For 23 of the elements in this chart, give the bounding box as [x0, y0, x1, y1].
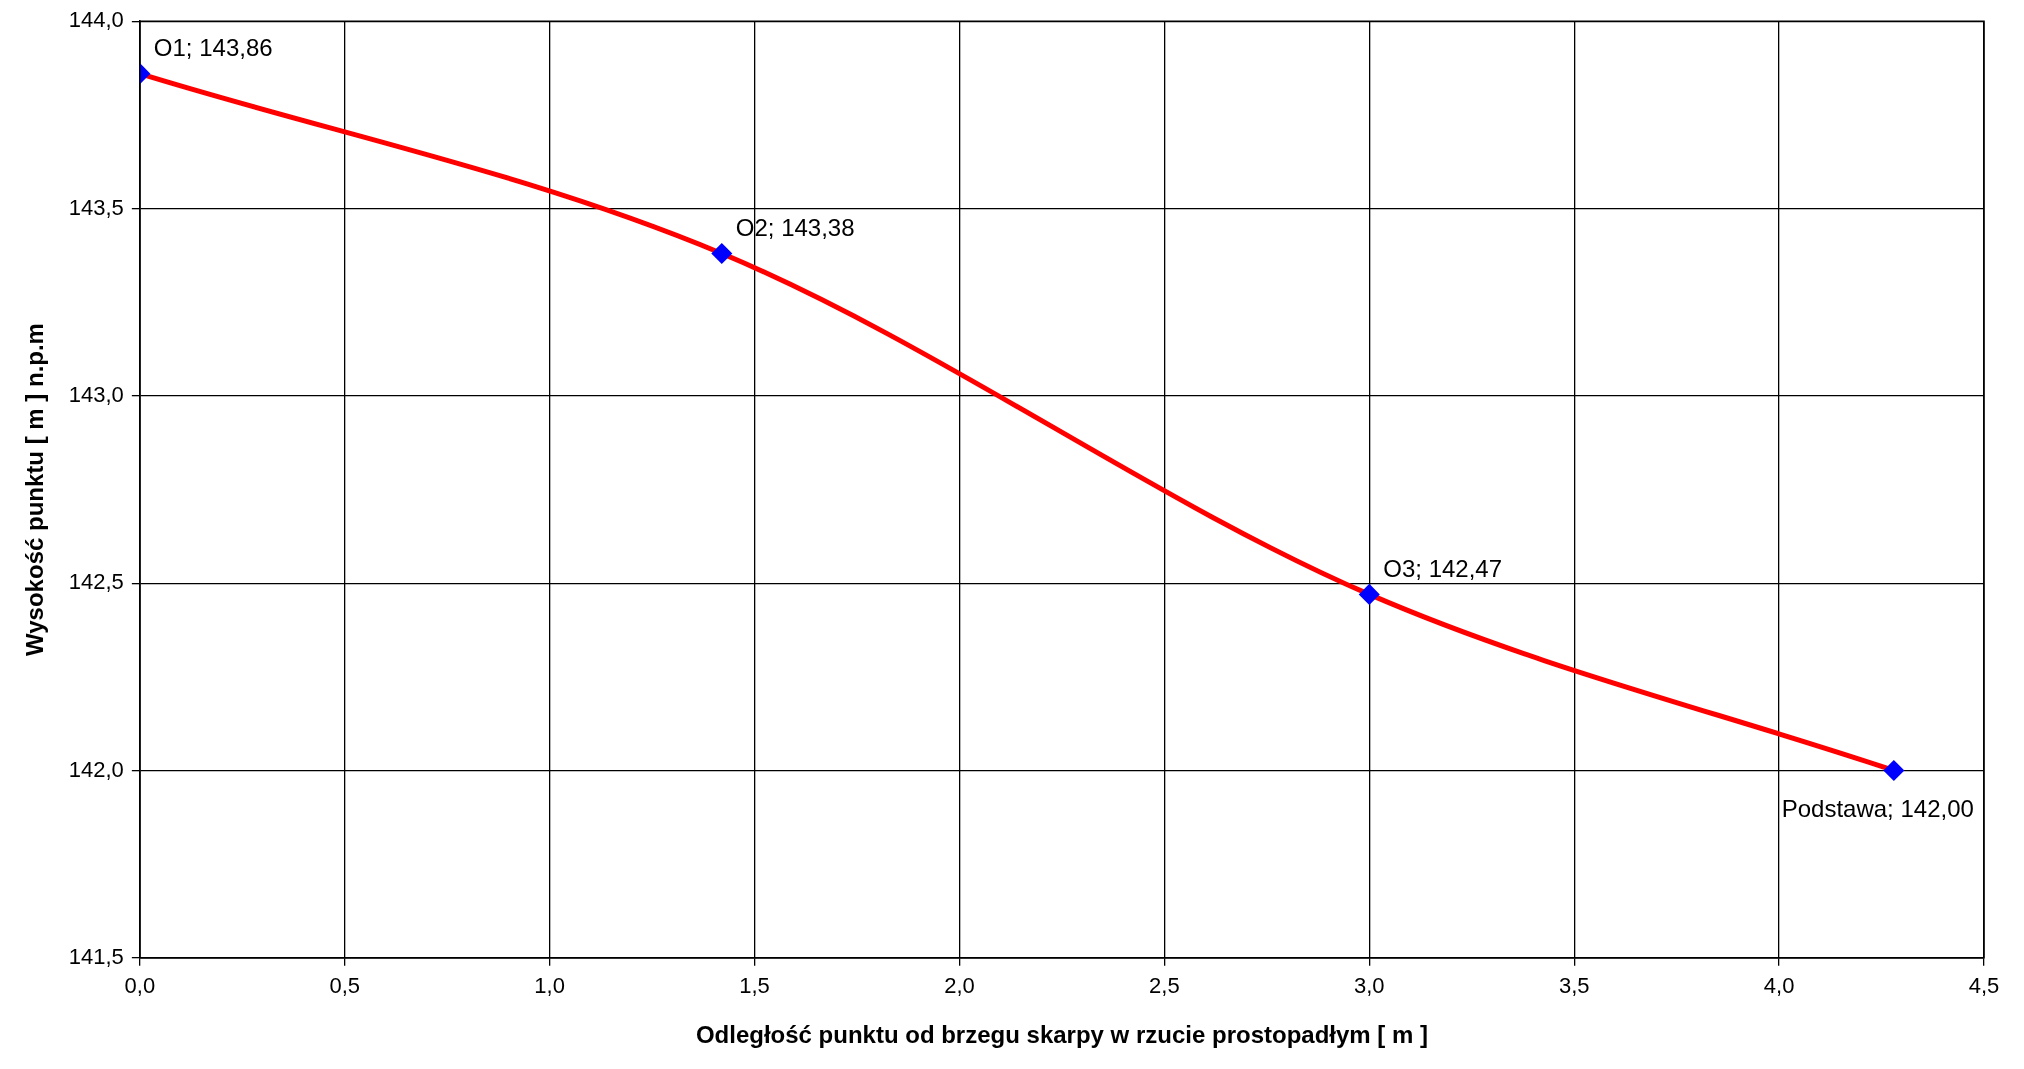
y-tick-label: 142,5 — [68, 569, 124, 595]
x-tick-label: 3,0 — [1353, 973, 1385, 999]
y-tick-label: 143,0 — [68, 381, 124, 407]
x-axis-title: Odległość punktu od brzegu skarpy w rzucie prostopadłym [ m ] — [695, 1021, 1428, 1049]
annotation: O1; 143,86 — [153, 34, 273, 62]
x-tick-label: 0,5 — [329, 973, 361, 999]
x-tick-label: 1,5 — [739, 973, 770, 999]
x-tick-label: 4,5 — [1968, 973, 2000, 999]
y-tick-label: 144,0 — [68, 7, 124, 33]
y-tick-label: 142,0 — [68, 756, 124, 782]
point — [1359, 584, 1379, 604]
x-tick-label: 4,0 — [1763, 973, 1795, 999]
annotation: O3; 142,47 — [1383, 555, 1503, 583]
point — [1884, 760, 1904, 780]
x-tick-label: 3,5 — [1558, 973, 1590, 999]
annotation: Podstawa; 142,00 — [1781, 795, 1974, 823]
x-tick-label: 2,5 — [1149, 973, 1180, 999]
y-tick-label: 141,5 — [68, 943, 124, 969]
x-tick-label: 2,0 — [944, 973, 975, 999]
x-tick-label: 1,0 — [534, 973, 565, 999]
y-tick-label: 143,5 — [68, 194, 124, 220]
y-axis-title: Wysokość punktu [ m ] n.p.m — [21, 323, 49, 656]
x-tick-label: 0,0 — [124, 973, 156, 999]
